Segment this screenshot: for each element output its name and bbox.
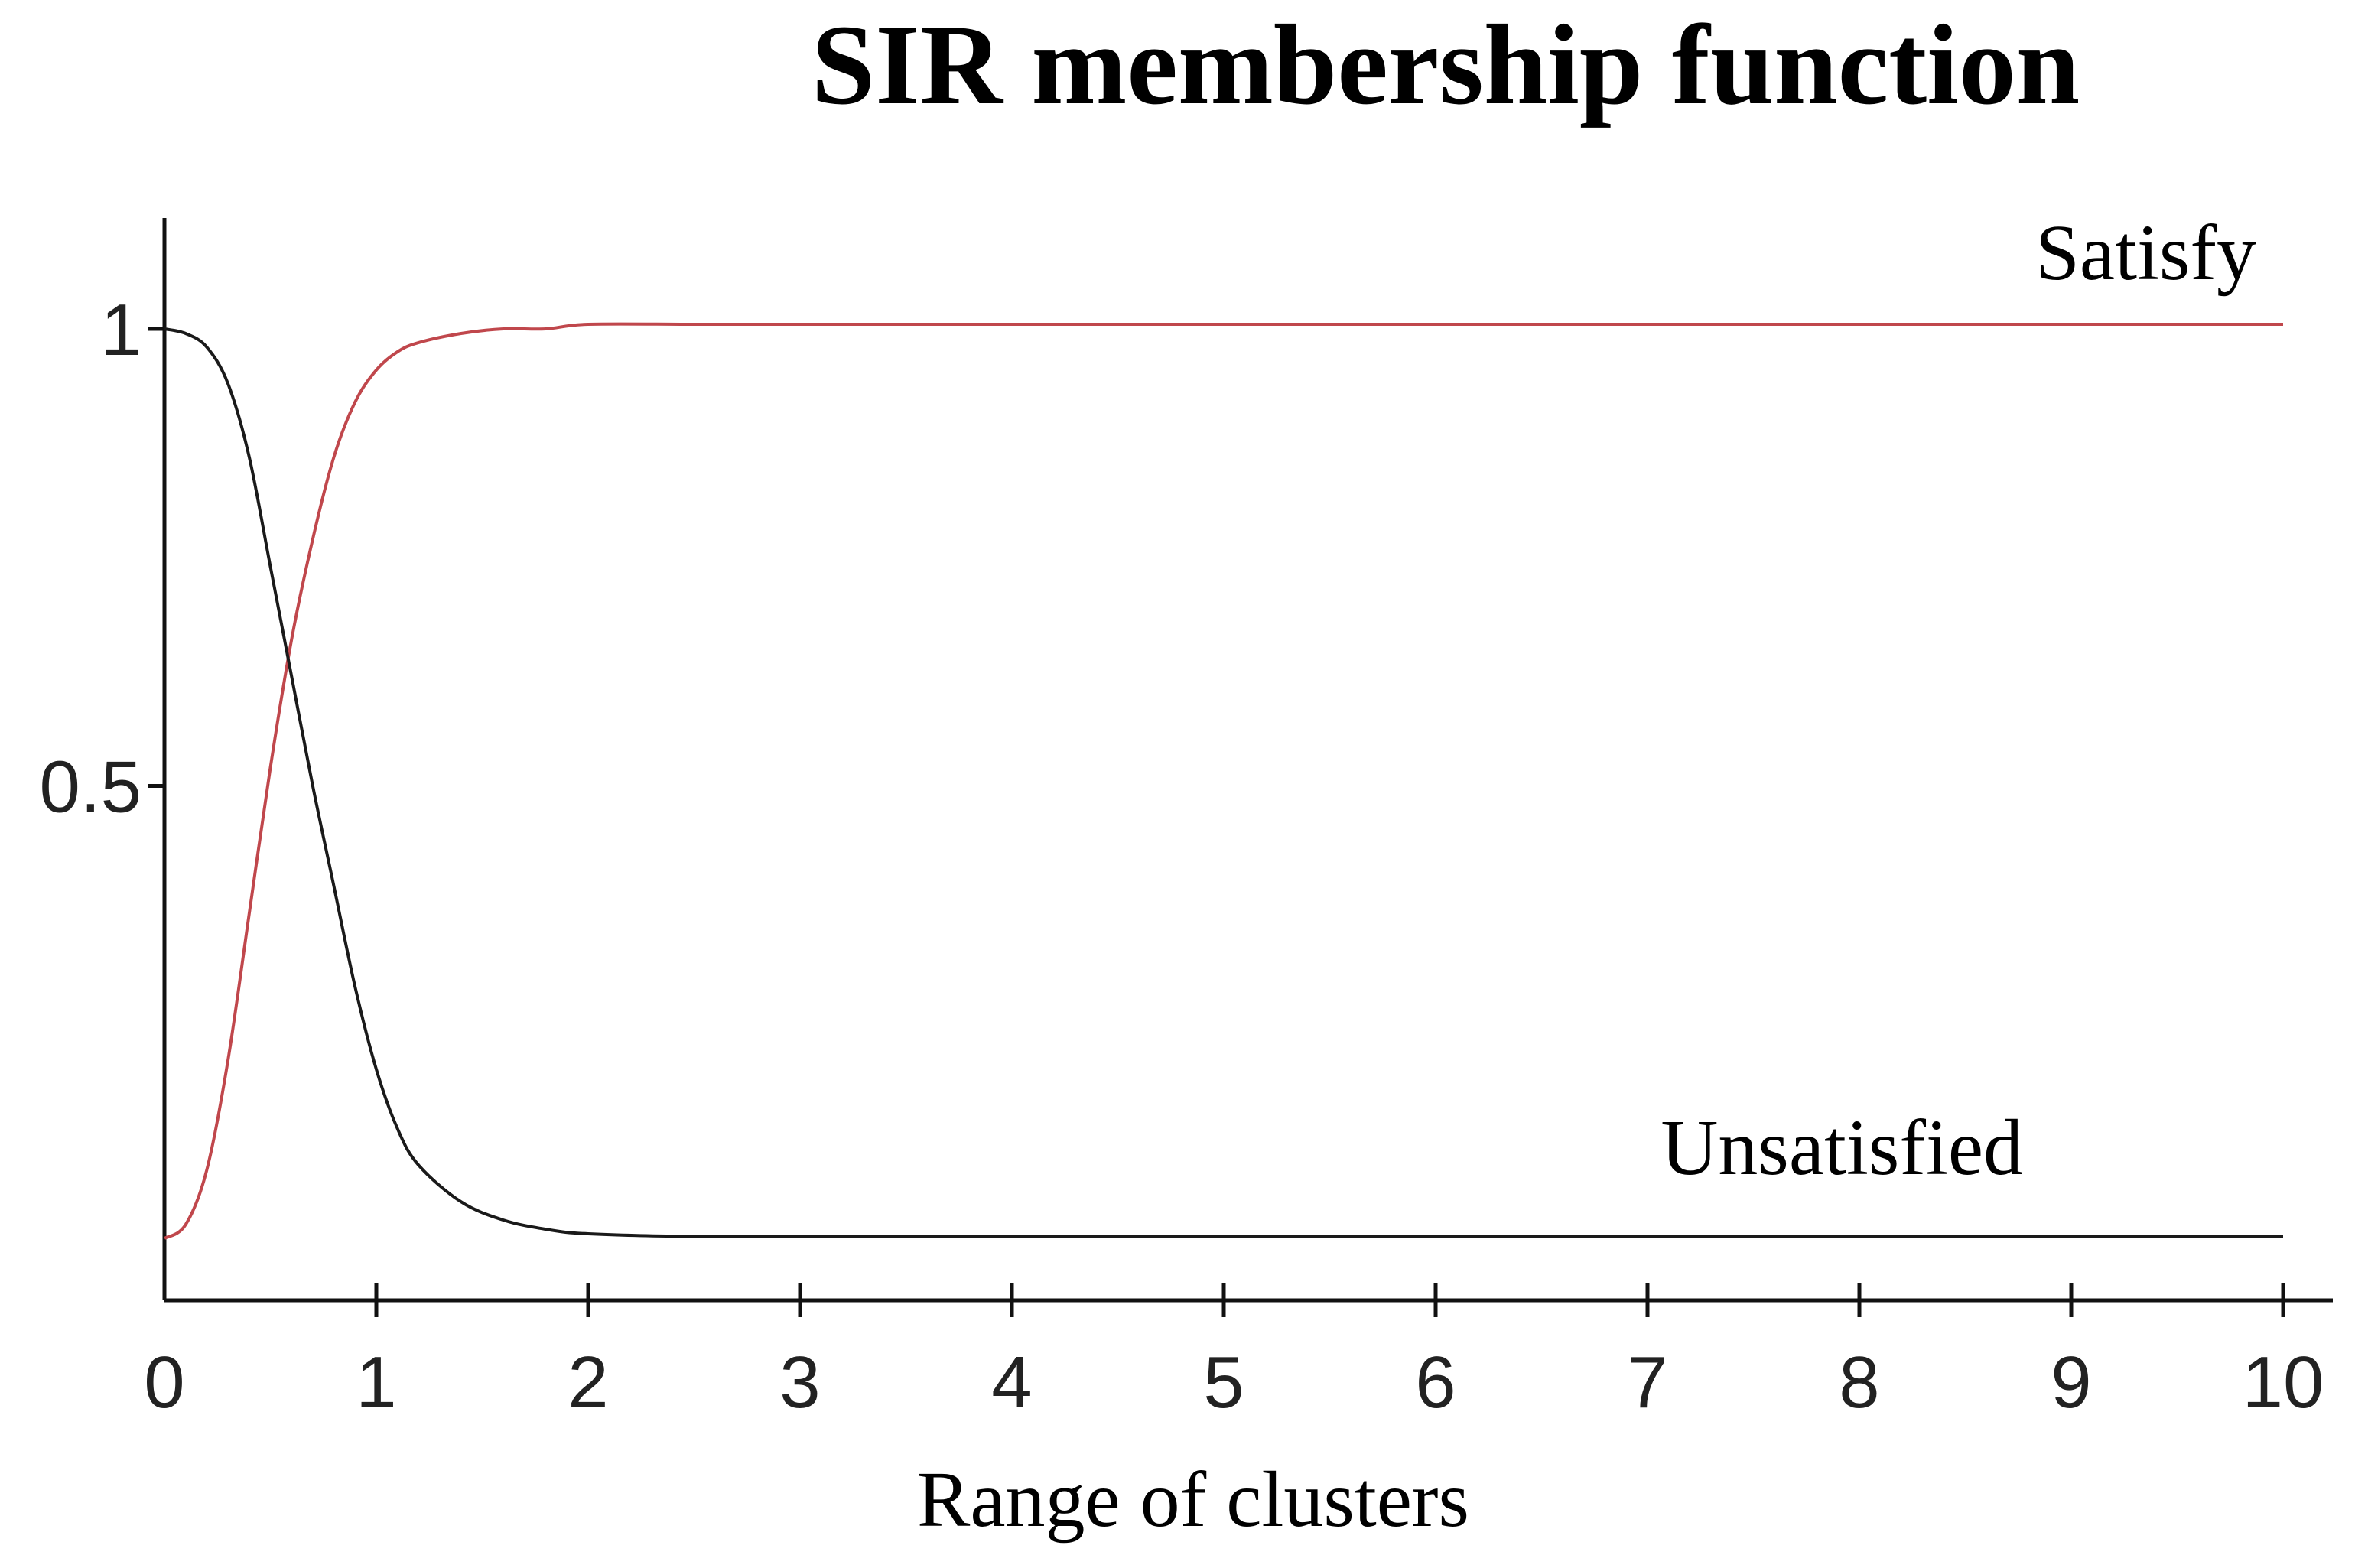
x-tick-label: 9: [2051, 1342, 2091, 1423]
y-ticks: 0.51: [40, 289, 164, 828]
y-tick-label: 1: [101, 289, 141, 371]
x-tick-label: 4: [991, 1342, 1032, 1423]
x-tick-label: 0: [144, 1342, 184, 1423]
curves: [163, 322, 2283, 1240]
x-tick-label: 6: [1415, 1342, 1456, 1423]
x-ticks: 0 1 2 3 4 5 6 7 8 9 10: [144, 1283, 2324, 1423]
x-tick-label: 3: [779, 1342, 820, 1423]
x-tick-label: 7: [1627, 1342, 1667, 1423]
y-tick-label: 0.5: [40, 747, 141, 828]
series-labels: Satisfy Unsatisfied: [1661, 209, 2256, 1192]
x-tick-label: 2: [568, 1342, 608, 1423]
x-tick-label: 1: [356, 1342, 396, 1423]
series-line-satisfy: [163, 322, 2283, 1240]
series-label-unsatisfied: Unsatisfied: [1661, 1104, 2023, 1192]
x-tick-label: 8: [1839, 1342, 1879, 1423]
x-axis-label: Range of clusters: [917, 1456, 1469, 1544]
x-tick-label: 5: [1203, 1342, 1244, 1423]
chart-title: SIR membership function: [812, 2, 2080, 128]
series-label-satisfy: Satisfy: [2035, 209, 2256, 297]
x-tick-label: 10: [2243, 1342, 2324, 1423]
series-line-unsatisfied: [164, 327, 2283, 1238]
